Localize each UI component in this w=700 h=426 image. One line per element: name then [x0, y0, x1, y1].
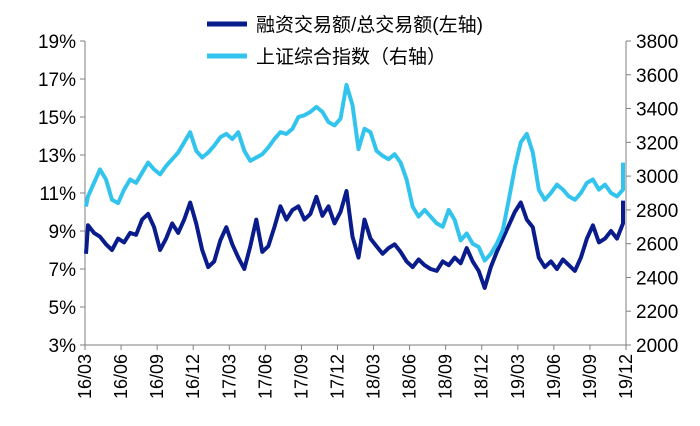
left-axis-tick-label: 13%	[38, 146, 76, 167]
right-axis-tick-label: 3400	[636, 100, 678, 121]
left-axis-tick-label: 17%	[38, 70, 76, 91]
right-axis-tick-label: 3600	[636, 66, 678, 87]
right-axis-tick-label: 3800	[636, 32, 678, 53]
left-axis-tick-label: 9%	[49, 222, 77, 243]
x-axis-tick-label: 16/12	[183, 354, 203, 399]
x-axis-tick-label: 18/06	[400, 354, 420, 399]
right-axis-tick-label: 2600	[636, 235, 678, 256]
x-axis-tick-label: 16/06	[111, 354, 131, 399]
right-axis-tick-label: 2800	[636, 201, 678, 222]
x-axis-tick-label: 16/03	[75, 354, 95, 399]
x-axis-tick-label: 17/03	[219, 354, 239, 399]
x-axis-tick-label: 18/12	[472, 354, 492, 399]
right-axis-tick-label: 2200	[636, 302, 678, 323]
left-axis-tick-label: 19%	[38, 32, 76, 53]
legend-label: 融资交易额/总交易额(左轴)	[256, 14, 483, 36]
series-line	[84, 189, 625, 290]
right-axis-tick-label: 3000	[636, 167, 678, 188]
left-axis-tick-label: 7%	[49, 260, 77, 281]
left-axis-tick-label: 5%	[49, 298, 77, 319]
x-axis-tick-label: 17/09	[291, 354, 311, 399]
x-axis-tick-label: 19/06	[544, 354, 564, 399]
x-axis-tick-label: 19/12	[616, 354, 636, 399]
legend-label: 上证综合指数（右轴）	[256, 46, 446, 68]
series-line	[84, 82, 625, 263]
x-axis-tick-label: 19/09	[580, 354, 600, 399]
x-axis-tick-label: 18/03	[364, 354, 384, 399]
x-axis-tick-label: 17/06	[255, 354, 275, 399]
x-axis-tick-label: 18/09	[436, 354, 456, 399]
left-axis-tick-label: 15%	[38, 108, 76, 129]
left-axis-tick-label: 11%	[39, 184, 76, 205]
right-axis-tick-label: 2000	[636, 336, 678, 357]
right-axis-tick-label: 3200	[636, 133, 678, 154]
x-axis-tick-label: 16/09	[147, 354, 167, 399]
left-axis-tick-label: 3%	[49, 336, 77, 357]
x-axis-tick-label: 19/03	[508, 354, 528, 399]
x-axis-tick-label: 17/12	[327, 354, 347, 399]
right-axis-tick-label: 2400	[636, 268, 678, 289]
